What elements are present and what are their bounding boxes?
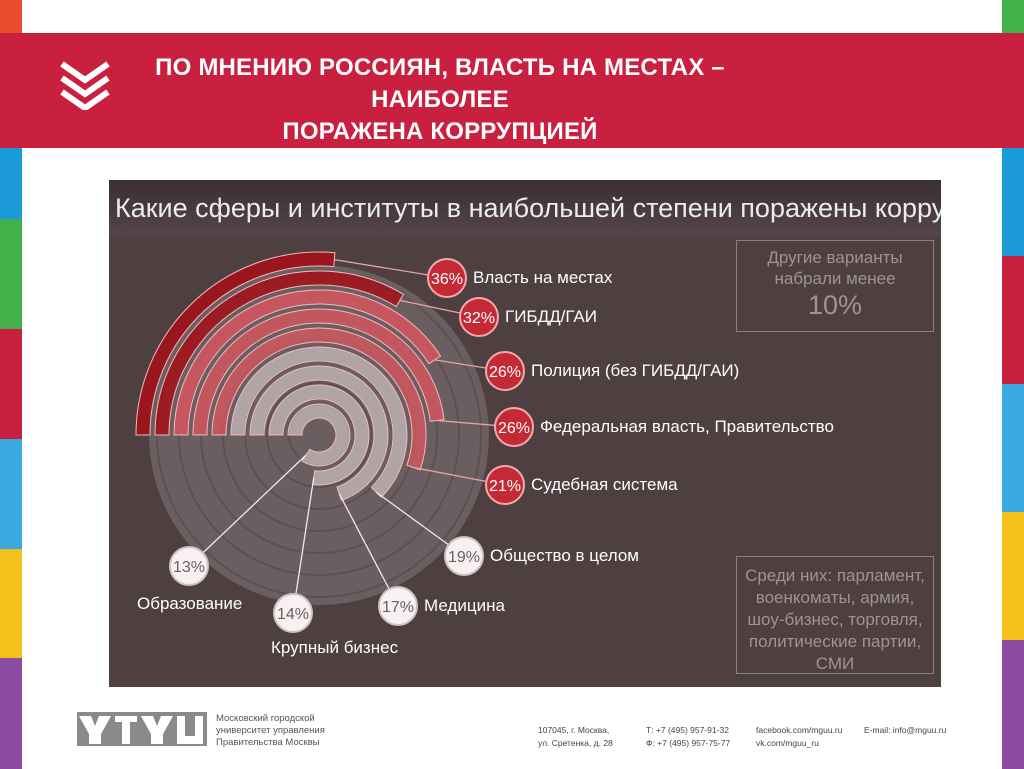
value-badge	[169, 546, 209, 586]
value-badge	[485, 351, 525, 391]
radial-bar	[173, 289, 442, 436]
category-label: Крупный бизнес	[271, 638, 399, 657]
edge-color-segment	[1002, 512, 1024, 641]
note-other-line1: Другие варианты	[767, 248, 903, 267]
value-badge	[494, 407, 534, 447]
note-among-line5: СМИ	[815, 654, 855, 673]
category-label: Медицина	[424, 596, 505, 615]
note-other-line2: набрали менее	[774, 269, 896, 288]
university-name-line3: Правительства Москвы	[216, 737, 320, 748]
footer-address-line1: 107045, г. Москва,	[538, 725, 610, 735]
radial-bar	[287, 403, 351, 467]
value-label: 32%	[463, 310, 495, 327]
category-label: Общество в целом	[490, 546, 639, 565]
footer-phone: Т: +7 (495) 957-91-32	[646, 725, 729, 735]
category-label: Федеральная власть, Правительство	[540, 417, 834, 436]
badge-leader	[338, 493, 399, 607]
slide-title-line1: ПО МНЕНИЮ РОССИЯН, ВЛАСТЬ НА МЕСТАХ – НА…	[155, 54, 725, 113]
question-band: Какие сферы и институты в наибольшей сте…	[109, 180, 941, 236]
footer-phones: Т: +7 (495) 957-91-32 Ф: +7 (495) 957-75…	[646, 724, 730, 750]
edge-color-segment	[1002, 640, 1024, 769]
value-label: 26%	[489, 364, 521, 381]
value-label: 26%	[498, 420, 530, 437]
edge-color-segment	[1002, 256, 1024, 385]
radial-bar	[135, 251, 336, 436]
slide-title: ПО МНЕНИЮ РОССИЯН, ВЛАСТЬ НА МЕСТАХ – НА…	[130, 52, 750, 148]
category-label: Образование	[137, 594, 243, 613]
radial-chart: 36% 32% 26% 26% 21% 19% 17% 14% 13%	[135, 251, 534, 633]
badge-leader	[188, 454, 307, 567]
value-label: 17%	[382, 599, 414, 616]
value-badge	[378, 586, 418, 626]
note-other-value: 10%	[807, 290, 863, 320]
footer-address-line2: ул. Сретенка, д. 28	[538, 738, 613, 748]
chevrons-down-icon	[58, 60, 112, 112]
edge-color-segment	[1002, 384, 1024, 513]
header-band	[0, 33, 1024, 148]
value-badge	[427, 258, 467, 298]
radial-bar	[268, 384, 370, 486]
university-name-line1: Московский городской	[216, 713, 315, 724]
dial-ring	[266, 382, 372, 488]
value-label: 14%	[277, 606, 309, 623]
edge-color-segment	[0, 219, 22, 331]
slide-title-line2: ПОРАЖЕНА КОРРУПЦИЕЙ	[282, 118, 598, 145]
footer-social: facebook.com/mguu.ru vk.com/mguu_ru	[756, 724, 842, 750]
mguu-logo	[77, 712, 207, 751]
chart-title: Какие сферы и институты в наибольшей сте…	[115, 193, 941, 223]
chart-panel: 36% 32% 26% 26% 21% 19% 17% 14% 13% Какие сферы …	[109, 180, 941, 687]
category-label: ГИБДД/ГАИ	[505, 307, 597, 326]
edge-color-segment	[1002, 128, 1024, 257]
value-label: 36%	[431, 271, 463, 288]
radial-bar	[230, 346, 408, 498]
edge-color-segment	[0, 438, 22, 550]
footer-address: 107045, г. Москва, ул. Сретенка, д. 28	[538, 724, 613, 750]
value-badge	[485, 465, 525, 505]
note-among-line3: шоу-бизнес, торговля,	[747, 610, 923, 629]
category-label: Полиция (без ГИБДД/ГАИ)	[531, 361, 740, 380]
value-badge	[459, 297, 499, 337]
footer-email: E-mail: info@mguu.ru	[864, 724, 946, 737]
value-label: 19%	[448, 549, 480, 566]
radial-bar	[192, 308, 445, 436]
university-name-line2: университет управления	[216, 725, 325, 736]
facebook-link[interactable]: facebook.com/mguu.ru	[756, 725, 843, 735]
value-badge	[444, 536, 484, 576]
note-among-line2: военкоматы, армия,	[755, 588, 915, 607]
value-label: 21%	[489, 478, 521, 495]
category-label: Власть на местах	[473, 268, 613, 287]
email-link[interactable]: E-mail: info@mguu.ru	[864, 725, 947, 735]
badge-leader	[292, 477, 315, 614]
note-among-them: Среди них: парламент, военкоматы, армия,…	[736, 556, 934, 674]
footer-fax: Ф: +7 (495) 957-75-77	[646, 738, 731, 748]
note-among-line4: политические партии,	[748, 632, 922, 651]
university-name: Московский городской университет управле…	[216, 713, 325, 749]
note-among-line1: Среди них: парламент,	[745, 566, 925, 585]
edge-color-segment	[0, 548, 22, 660]
edge-color-segment	[0, 329, 22, 440]
category-label: Судебная система	[531, 475, 678, 494]
radial-bar	[249, 365, 389, 501]
value-badge	[273, 593, 313, 633]
value-label: 13%	[173, 559, 205, 576]
vk-link[interactable]: vk.com/mguu_ru	[756, 738, 819, 748]
note-other-options: Другие варианты набрали менее 10%	[736, 240, 934, 332]
radial-bar	[211, 327, 427, 471]
edge-color-segment	[0, 658, 22, 769]
